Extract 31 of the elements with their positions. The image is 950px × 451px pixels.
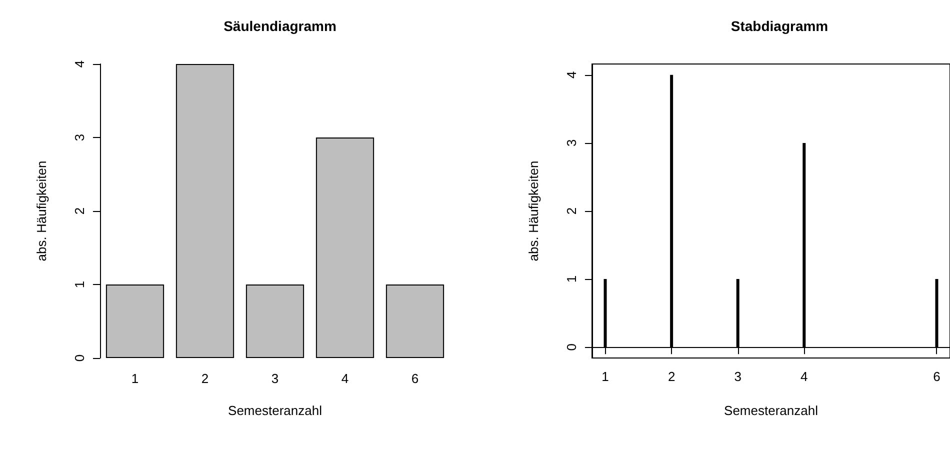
bar	[176, 64, 234, 358]
y-tick-label: 1	[72, 280, 87, 288]
x-tick-label: 2	[668, 369, 676, 384]
y-tick-label: 2	[564, 207, 579, 215]
x-tick-label: 6	[411, 371, 419, 386]
y-tick-label: 4	[564, 71, 579, 79]
y-tick-label: 4	[72, 60, 87, 68]
bar	[106, 284, 164, 358]
bar	[316, 138, 374, 358]
y-tick-label: 0	[564, 343, 579, 351]
y-axis-title: abs. Häufigkeiten	[526, 160, 541, 262]
x-axis-title: Semesteranzahl	[228, 403, 322, 418]
y-tick-label: 2	[72, 207, 87, 215]
bar	[386, 284, 444, 358]
y-tick-label: 3	[564, 139, 579, 147]
x-tick-label: 4	[800, 369, 808, 384]
x-tick-label: 3	[271, 371, 279, 386]
x-tick-label: 1	[602, 369, 609, 384]
y-tick-label: 1	[564, 275, 579, 283]
x-tick-label: 2	[201, 371, 209, 386]
x-tick-label: 1	[131, 371, 139, 386]
x-axis-title: Semesteranzahl	[724, 403, 818, 418]
x-tick-label: 4	[341, 371, 349, 386]
bar	[246, 284, 304, 358]
y-axis-title: abs. Häufigkeiten	[34, 160, 49, 262]
x-tick-label: 3	[734, 369, 742, 384]
y-tick-label: 3	[72, 134, 87, 142]
chart-title: Säulendiagramm	[224, 18, 336, 34]
chart-title: Stabdiagramm	[730, 18, 828, 34]
y-tick-label: 0	[72, 354, 87, 362]
x-tick-label: 6	[933, 369, 940, 384]
